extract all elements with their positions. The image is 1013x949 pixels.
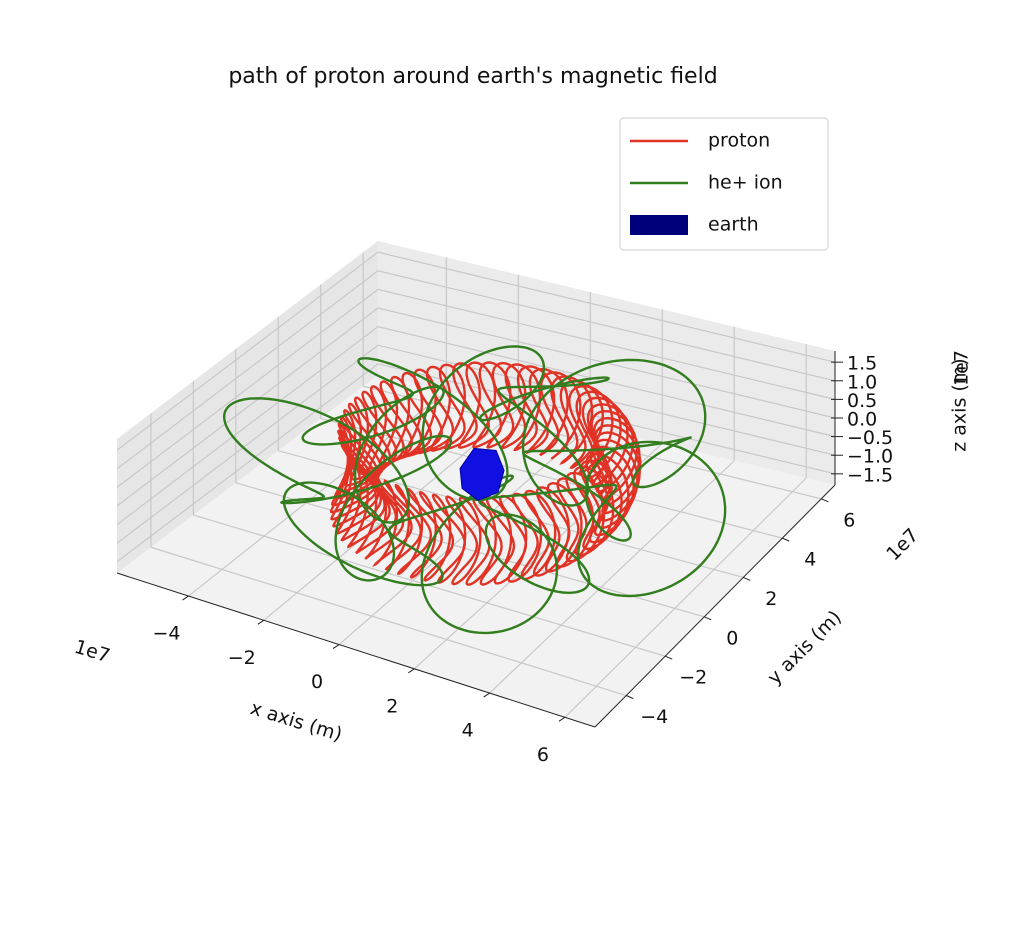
chart-title: path of proton around earth's magnetic f… — [228, 64, 717, 89]
x-tick-label: −2 — [228, 647, 256, 669]
tick-mark — [558, 716, 566, 722]
grid-line — [377, 288, 836, 400]
y-tick-label: −2 — [679, 667, 707, 689]
x-offset-label: 1e7 — [72, 636, 113, 668]
y-offset-label: 1e7 — [882, 524, 923, 565]
legend-label: earth — [708, 214, 759, 236]
grid-line — [116, 326, 379, 526]
z-axis-label: z axis (m) — [949, 358, 971, 451]
x-tick-label: −4 — [153, 623, 181, 645]
grid-line — [235, 482, 705, 618]
tick-mark — [182, 595, 189, 601]
earth-decoration — [459, 447, 505, 501]
x-tick-label: 0 — [311, 671, 323, 693]
x-axis-line — [116, 572, 596, 728]
y-tick-label: −4 — [640, 706, 668, 728]
y-tick-label: 0 — [726, 627, 738, 649]
tick-mark — [782, 537, 790, 542]
trajectory-decoration — [329, 361, 642, 586]
grid-line — [377, 326, 836, 438]
grid-line — [150, 546, 627, 697]
z-offset-label: 1e7 — [951, 350, 973, 386]
tick-mark — [257, 619, 265, 625]
grid-line — [413, 442, 663, 670]
x-tick-label: 4 — [462, 720, 474, 742]
tick-mark — [483, 692, 490, 698]
grid-line — [489, 460, 735, 694]
x-axis-label: x axis (m) — [248, 697, 345, 746]
grid-line — [116, 270, 379, 470]
y-axis-line — [594, 484, 836, 728]
legend-label: he+ ion — [708, 172, 783, 194]
grid-line — [116, 288, 379, 488]
tick-mark — [821, 498, 829, 503]
grid-line — [377, 270, 836, 382]
x-tick-label: 2 — [386, 695, 398, 717]
y-tick-label: 2 — [765, 588, 777, 610]
y-tick-label: 6 — [843, 509, 855, 531]
legend-label: proton — [708, 130, 770, 152]
y-tick-label: 4 — [804, 549, 816, 571]
tick-mark — [704, 616, 712, 621]
legend: proton he+ ion earth — [619, 117, 829, 251]
z-tick-label: 1.0 — [847, 371, 877, 393]
grid-line — [116, 344, 379, 544]
grid-line — [116, 307, 379, 507]
z-tick-label: 1.5 — [847, 353, 877, 375]
grid-line — [116, 363, 379, 563]
tick-mark — [626, 695, 634, 699]
z-tick-label: 0.5 — [847, 390, 877, 412]
grid-line — [564, 477, 807, 718]
grid-line — [377, 251, 836, 363]
axes: −4 −2 0 2 4 6 −4 −2 0 2 4 6 −1.5−1.0−0.50.00.51.01.5… — [72, 241, 973, 766]
tick-mark — [332, 644, 340, 649]
grid-line — [363, 385, 822, 500]
tick-mark — [408, 668, 415, 674]
trajectory-decoration — [222, 345, 727, 635]
tick-mark — [743, 577, 751, 581]
tick-mark — [665, 655, 673, 660]
z-tick-label: −0.5 — [847, 427, 893, 449]
grid-line — [116, 251, 379, 451]
grid-line — [320, 417, 783, 539]
x-tick-label: 6 — [537, 744, 549, 766]
legend-swatch — [630, 215, 688, 235]
z-tick-label: −1.5 — [847, 464, 893, 486]
y-axis-label: y axis (m) — [763, 606, 846, 689]
z-tick-label: 0.0 — [847, 409, 877, 431]
z-tick-label: −1.0 — [847, 446, 893, 468]
